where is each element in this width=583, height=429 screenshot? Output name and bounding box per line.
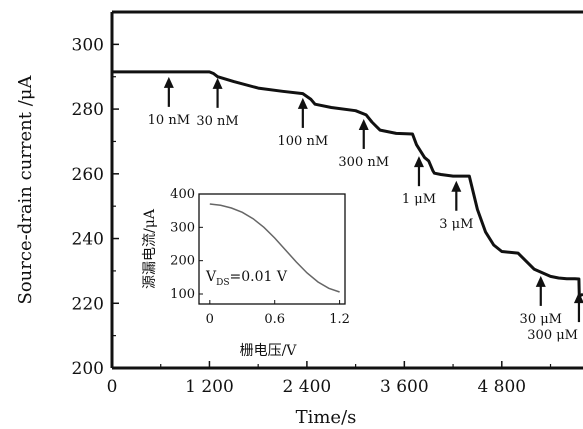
- addition-arrow: 300 μM: [527, 292, 583, 343]
- inset-x-tick-label: 1.2: [329, 312, 350, 327]
- main-plot: 200 220 240 260 280 300 0 1 200 2 400 3 600 4 800…: [15, 10, 583, 428]
- inset-y-tick-label: 400: [170, 187, 195, 202]
- concentration-label: 1 μM: [402, 192, 436, 207]
- x-tick-label: 3 600: [380, 377, 429, 397]
- inset-frame: [198, 193, 346, 305]
- inset-y-tick-label: 100: [170, 287, 195, 302]
- inset-x-axis-label: 栅电压/V: [240, 343, 298, 359]
- addition-arrow: 300 nM: [338, 118, 389, 170]
- inset-y-tick-label: 300: [170, 220, 195, 235]
- y-tick-label: 300: [72, 35, 104, 55]
- x-tick-label: 0: [107, 377, 118, 397]
- inset-x-tick-group: 0 0.6 1.2: [206, 300, 350, 327]
- x-tick-group: 0 1 200 2 400 3 600 4 800: [107, 361, 552, 397]
- y-tick-group: 200 220 240 260 280 300: [72, 11, 119, 379]
- concentration-label: 300 μM: [527, 328, 578, 343]
- inset-series-line: [209, 203, 340, 293]
- inset-annotation: VDS=0.01 V: [205, 269, 288, 288]
- addition-arrow: 10 nM: [148, 76, 190, 128]
- addition-arrow: 100 nM: [278, 97, 329, 149]
- concentration-label: 100 nM: [278, 134, 329, 149]
- y-tick-label: 280: [72, 100, 104, 120]
- addition-arrow: 3 μM: [439, 180, 473, 232]
- inset-y-tick-label: 200: [170, 254, 195, 269]
- addition-arrow: 1 μM: [402, 156, 436, 207]
- y-tick-label: 240: [72, 230, 104, 250]
- y-tick-label: 260: [72, 165, 104, 185]
- inset-y-axis-label: 源漏电流/μA: [142, 208, 158, 289]
- x-tick-label: 1 200: [185, 377, 234, 397]
- inset-x-tick-label: 0: [206, 312, 214, 327]
- x-tick-label: 2 400: [283, 377, 332, 397]
- y-axis-label: Source-drain current /μA: [15, 75, 36, 305]
- inset-plot: 100 200 300 400 0 0.6 1.2 VDS=0.01 V 栅电压/V 源漏…: [142, 187, 350, 359]
- concentration-label: 10 nM: [148, 113, 190, 128]
- x-tick-label: 4 800: [477, 377, 526, 397]
- addition-arrow: 30 nM: [196, 77, 239, 129]
- y-tick-label: 220: [72, 294, 104, 314]
- concentration-label: 300 nM: [338, 155, 389, 170]
- concentration-label: 30 μM: [520, 312, 562, 327]
- concentration-label: 30 nM: [196, 114, 238, 129]
- y-tick-label: 200: [72, 359, 104, 379]
- concentration-label: 3 μM: [439, 217, 473, 232]
- inset-y-tick-group: 100 200 300 400: [170, 187, 203, 302]
- x-axis-label: Time/s: [296, 407, 357, 428]
- series-line: [112, 70, 583, 299]
- inset-x-tick-label: 0.6: [264, 312, 285, 327]
- addition-arrow: 30 μM: [520, 275, 562, 327]
